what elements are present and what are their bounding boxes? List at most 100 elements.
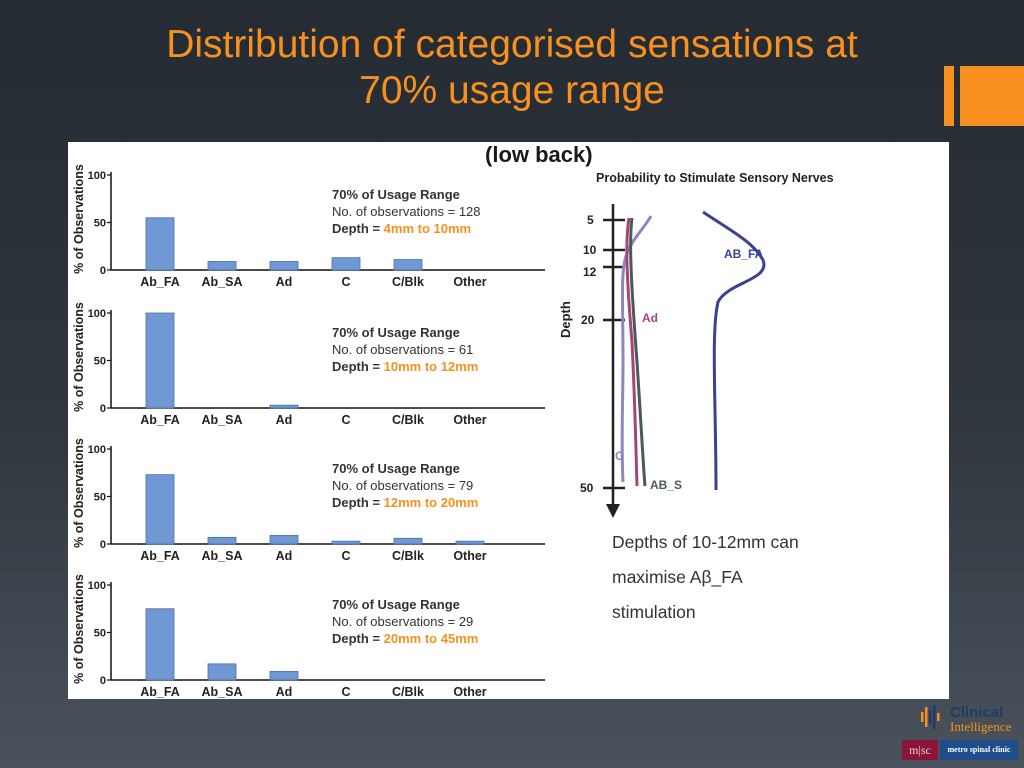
curve-ab-s <box>629 217 647 487</box>
bar-ab-fa <box>145 312 175 409</box>
legend-usage-range: 70% of Usage Range <box>332 187 460 202</box>
bar-ad <box>269 404 299 409</box>
y-tick-label: 50 <box>94 356 106 368</box>
nerve-depth-plot: Probability to Stimulate Sensory Nerves … <box>558 171 834 518</box>
bar-ab-sa <box>207 536 237 545</box>
bar-c <box>331 257 361 271</box>
bar-charts: 0 50 100 Ab_FA Ab_SA Ad C C/Blk Other % of Observ… <box>72 164 545 699</box>
bar-ab-sa <box>207 663 237 681</box>
x-tick-label: C <box>341 685 350 699</box>
x-tick-label: Other <box>453 685 486 699</box>
x-tick-label: Other <box>453 275 486 289</box>
accent-bar-thin <box>944 66 954 126</box>
x-tick-label: Ab_FA <box>140 685 180 699</box>
note-line-2: maximise Aβ_FA <box>612 567 743 587</box>
legend-depth: Depth = 4mm to 10mm <box>332 221 471 236</box>
panel-subtitle: (low back) <box>485 142 593 167</box>
legend-observations: No. of observations = 128 <box>332 204 481 219</box>
x-tick-label: Ab_SA <box>202 549 243 563</box>
x-tick-label: Ab_SA <box>202 685 243 699</box>
x-tick-label: C/Blk <box>392 413 424 427</box>
logo-bars-icon <box>921 705 940 729</box>
logos: Clinical Intelligence m|sc metro spinal … <box>900 700 1020 764</box>
legend-observations: No. of observations = 61 <box>332 342 473 357</box>
curve-c <box>620 215 653 483</box>
bar-ab-fa <box>145 608 175 681</box>
x-tick-label: Other <box>453 549 486 563</box>
bar-chart-2: 0 50 100 Ab_FA Ab_SA Ad C C/Blk Other % of Observ… <box>72 302 545 427</box>
title-line-2: 70% usage range <box>359 69 665 112</box>
bar-c-blk <box>393 537 423 545</box>
label-c: C <box>615 449 624 463</box>
y-tick-label: 100 <box>88 170 106 182</box>
bar-ab-fa <box>145 217 175 271</box>
y-tick-label: 50 <box>94 628 106 640</box>
y-tick-label: 0 <box>100 265 106 277</box>
x-tick-label: C <box>341 549 350 563</box>
msc-logo: m|sc <box>902 740 938 760</box>
x-tick-label: Ab_FA <box>140 549 180 563</box>
y-tick-label: 100 <box>88 580 106 592</box>
depth-value: 4mm to 10mm <box>384 221 471 236</box>
x-tick-label: Ad <box>276 275 293 289</box>
depth-note: Depths of 10-12mm can maximise Aβ_FA sti… <box>612 525 872 630</box>
slide-title: Distribution of categorised sensations a… <box>80 22 944 114</box>
bar-chart-3: 0 50 100 Ab_FA Ab_SA Ad C C/Blk Other % of Observ… <box>72 438 545 563</box>
bar-ab-fa <box>145 474 175 545</box>
label-ab-fa: AB_FA <box>724 247 764 261</box>
bar-ad <box>269 535 299 545</box>
nerve-plot-title: Probability to Stimulate Sensory Nerves <box>596 171 834 185</box>
y-axis-label: % of Observations <box>72 302 86 412</box>
label-ab-s: AB_S <box>650 478 682 492</box>
y-tick-label: 0 <box>100 539 106 551</box>
metro-spinal-label: metro spinal clinic <box>940 740 1018 760</box>
x-tick-label: C <box>341 275 350 289</box>
legend-depth: Depth = 12mm to 20mm <box>332 495 478 510</box>
depth-label: Depth = <box>332 495 384 510</box>
x-tick-label: C/Blk <box>392 275 424 289</box>
x-tick-label: Ab_SA <box>202 413 243 427</box>
y-tick-label: 0 <box>100 403 106 415</box>
x-tick-label: C/Blk <box>392 549 424 563</box>
bar-ad <box>269 671 299 681</box>
y-tick-label: 50 <box>94 492 106 504</box>
x-tick-label: Ad <box>276 685 293 699</box>
depth-axis-arrow <box>606 504 620 518</box>
x-tick-label: Ad <box>276 413 293 427</box>
bar-chart-1: 0 50 100 Ab_FA Ab_SA Ad C C/Blk Other % of Observ… <box>72 164 545 289</box>
x-tick-label: Other <box>453 413 486 427</box>
depth-value: 10mm to 12mm <box>384 359 479 374</box>
label-ad: Ad <box>642 311 658 325</box>
y-axis-label: % of Observations <box>72 164 86 274</box>
legend-depth: Depth = 10mm to 12mm <box>332 359 478 374</box>
y-tick-label: 50 <box>94 218 106 230</box>
y-tick-label: 0 <box>100 675 106 687</box>
y-tick-label: 100 <box>88 444 106 456</box>
bar-ad <box>269 261 299 271</box>
bar-c <box>331 540 361 545</box>
depth-value: 20mm to 45mm <box>384 631 479 646</box>
clinical-intelligence-logo: Clinical Intelligence <box>920 700 1020 736</box>
tick-label-10: 10 <box>583 243 597 257</box>
y-axis-label: % of Observations <box>72 574 86 684</box>
bar-other <box>455 540 485 545</box>
logo-clinical-text: Clinical <box>950 704 1004 721</box>
tick-label-5: 5 <box>587 213 594 227</box>
y-tick-label: 100 <box>88 308 106 320</box>
tick-label-50: 50 <box>580 481 594 495</box>
bar-c-blk <box>393 259 423 271</box>
accent-bar-wide <box>960 66 1024 126</box>
legend-usage-range: 70% of Usage Range <box>332 325 460 340</box>
tick-label-20: 20 <box>581 313 595 327</box>
x-tick-label: Ab_SA <box>202 275 243 289</box>
logo-intelligence-text: Intelligence <box>950 719 1012 734</box>
x-tick-label: C <box>341 413 350 427</box>
title-line-1: Distribution of categorised sensations a… <box>166 23 858 66</box>
x-tick-label: C/Blk <box>392 685 424 699</box>
depth-label: Depth = <box>332 221 384 236</box>
note-line-3: stimulation <box>612 602 696 622</box>
tick-label-12: 12 <box>583 265 597 279</box>
x-tick-label: Ab_FA <box>140 413 180 427</box>
legend-observations: No. of observations = 79 <box>332 478 473 493</box>
x-tick-label: Ad <box>276 549 293 563</box>
